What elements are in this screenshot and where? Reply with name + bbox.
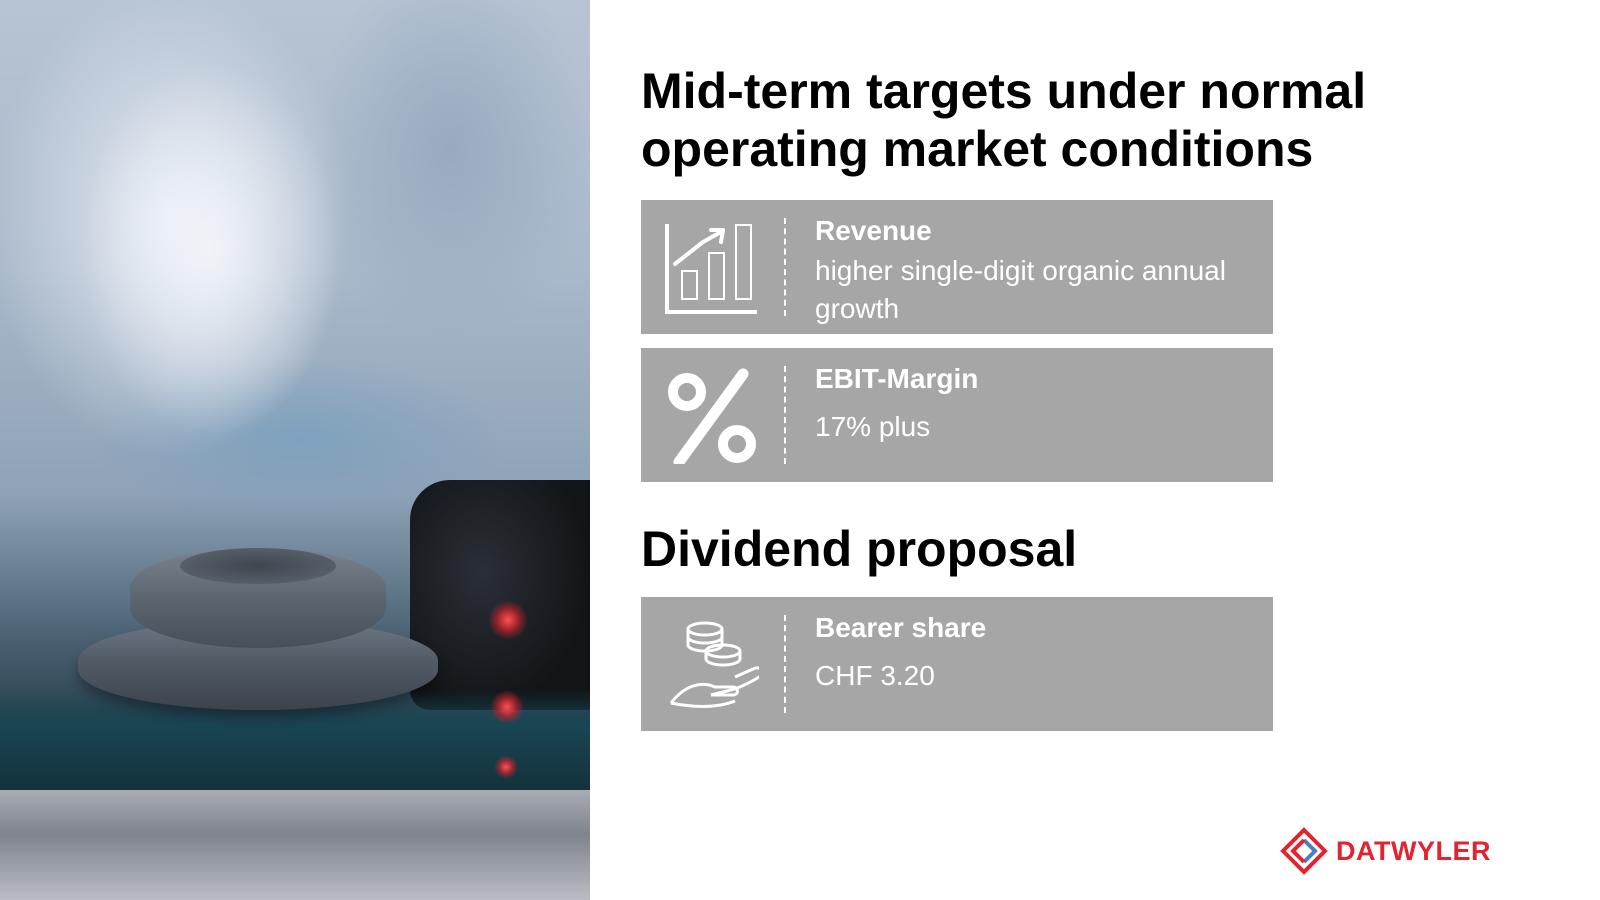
- percent-icon: [668, 368, 756, 464]
- datwyler-logo: DATWYLER: [1280, 826, 1491, 876]
- logo-text: DATWYLER: [1336, 835, 1491, 866]
- bar-chart-growth-icon: [665, 224, 757, 314]
- ebit-margin-text: 17% plus: [815, 411, 931, 442]
- revenue-text: higher single-digit organic annual growt…: [815, 255, 1226, 324]
- coins-hand-icon: [669, 621, 759, 708]
- revenue-title: Revenue: [815, 215, 932, 246]
- ebit-margin-title: EBIT-Margin: [815, 363, 979, 394]
- revenue-card: Revenue higher single-digit organic annu…: [641, 200, 1273, 334]
- datwyler-logo-mark-icon: [1280, 827, 1328, 875]
- product-photo: [0, 0, 590, 900]
- dividend-heading: Dividend proposal: [641, 521, 1078, 577]
- bearer-share-value: CHF 3.20: [815, 660, 935, 691]
- bearer-share-title: Bearer share: [815, 612, 987, 643]
- ebit-margin-card: EBIT-Margin 17% plus: [641, 348, 1273, 482]
- slide-title: Mid-term targets under normal operating …: [641, 63, 1367, 177]
- red-indicator-light: [488, 600, 528, 640]
- bearer-share-card: Bearer share CHF 3.20: [641, 597, 1273, 731]
